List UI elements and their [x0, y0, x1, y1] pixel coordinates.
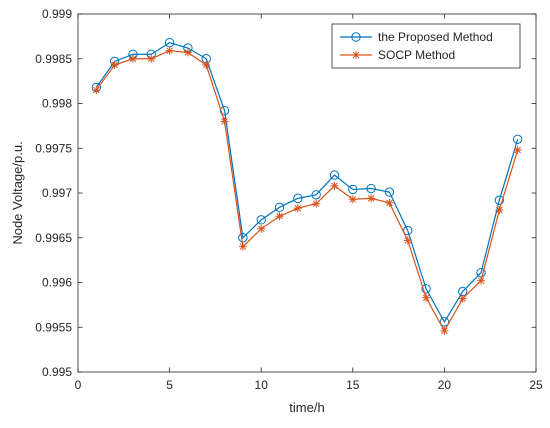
- data-point-series-1: [366, 183, 376, 194]
- data-point-series-2: [238, 242, 247, 251]
- data-point-series-2: [257, 224, 266, 233]
- x-tick-label: 15: [346, 378, 360, 392]
- x-tick-label: 5: [166, 378, 173, 392]
- asterisk-stroke: [148, 55, 155, 62]
- asterisk-stroke: [496, 206, 503, 214]
- asterisk-stroke: [422, 294, 430, 301]
- data-point-series-1: [329, 170, 340, 180]
- data-point-series-2: [422, 293, 431, 302]
- asterisk-stroke: [441, 327, 448, 335]
- data-point-series-2: [348, 195, 357, 204]
- data-point-series-2: [183, 48, 192, 57]
- asterisk-stroke: [312, 200, 320, 207]
- data-point-series-2: [110, 61, 119, 70]
- legend-label-2: SOCP Method: [378, 48, 455, 62]
- asterisk-stroke: [166, 47, 173, 54]
- y-tick-label: 0.999: [42, 7, 72, 21]
- data-point-series-1: [421, 284, 431, 294]
- data-point-series-1: [384, 187, 395, 197]
- data-point-series-2: [458, 294, 467, 303]
- asterisk-stroke: [111, 61, 118, 69]
- data-point-series-2: [220, 117, 229, 126]
- y-tick-label: 0.995: [42, 365, 72, 379]
- data-point-series-2: [477, 276, 486, 285]
- series-layer: [91, 37, 523, 335]
- data-point-series-2: [403, 236, 412, 245]
- asterisk-stroke: [352, 51, 360, 59]
- y-tick-label: 0.9985: [35, 52, 72, 66]
- data-point-series-1: [348, 184, 358, 195]
- asterisk-stroke: [203, 61, 210, 69]
- data-point-series-1: [274, 202, 285, 213]
- data-point-series-1: [256, 215, 266, 225]
- asterisk-stroke: [257, 225, 265, 233]
- asterisk-stroke: [386, 199, 393, 207]
- x-tick-label: 0: [75, 378, 82, 392]
- asterisk-stroke: [514, 146, 521, 154]
- data-point-series-2: [293, 204, 302, 213]
- data-point-series-1: [219, 105, 230, 116]
- y-tick-label: 0.997: [42, 186, 72, 200]
- y-tick-label: 0.9955: [35, 320, 72, 334]
- asterisk-stroke: [367, 195, 375, 202]
- legend: the Proposed Method SOCP Method: [331, 23, 521, 69]
- asterisk-stroke: [239, 243, 247, 250]
- legend-label-1: the Proposed Method: [378, 30, 493, 44]
- asterisk-stroke: [349, 196, 357, 203]
- data-point-series-1: [439, 317, 450, 327]
- asterisk-stroke: [459, 295, 466, 302]
- asterisk-stroke: [221, 118, 228, 125]
- asterisk-stroke: [184, 49, 192, 56]
- data-point-series-2: [275, 212, 284, 221]
- data-point-series-2: [440, 326, 449, 335]
- asterisk-stroke: [93, 86, 100, 94]
- series-line-1: [95, 41, 519, 324]
- asterisk-stroke: [129, 55, 137, 62]
- data-point-series-2: [513, 146, 522, 155]
- data-point-series-2: [202, 61, 211, 70]
- data-point-series-2: [165, 46, 174, 55]
- asterisk-stroke: [477, 277, 485, 284]
- data-point-series-2: [367, 194, 376, 203]
- legend-marker-2: [352, 51, 360, 59]
- x-axis-title: time/h: [289, 400, 324, 415]
- asterisk-stroke: [294, 204, 302, 212]
- x-tick-label: 25: [529, 378, 543, 392]
- legend-marker-1: [351, 32, 361, 42]
- axis-layer: 0 5 10 15 20 25 0.995 0.9955 0.996 0.9965 0.997 0.9…: [35, 7, 543, 392]
- data-point-series-2: [92, 86, 101, 95]
- asterisk-stroke: [404, 237, 411, 244]
- legend-box: [331, 23, 521, 69]
- data-point-series-1: [311, 190, 321, 200]
- asterisk-stroke: [331, 182, 338, 190]
- x-tick-label: 10: [255, 378, 269, 392]
- data-point-series-1: [512, 134, 523, 145]
- data-point-series-1: [494, 195, 505, 205]
- y-tick-label: 0.996: [42, 276, 72, 290]
- y-tick-label: 0.998: [42, 97, 72, 111]
- series-line-2: [95, 50, 519, 333]
- data-point-series-2: [495, 206, 504, 215]
- data-point-series-1: [293, 193, 303, 204]
- y-tick-label: 0.9965: [35, 231, 72, 245]
- data-point-series-2: [330, 181, 339, 190]
- data-point-series-2: [128, 54, 137, 63]
- data-point-series-1: [238, 233, 248, 243]
- asterisk-stroke: [276, 213, 283, 220]
- plot-area: [78, 14, 536, 372]
- y-axis-title: Node Voltage/p.u.: [10, 141, 25, 244]
- data-point-series-2: [147, 54, 156, 63]
- y-tick-label: 0.9975: [35, 141, 72, 155]
- x-tick-label: 20: [438, 378, 452, 392]
- data-point-series-2: [312, 199, 321, 208]
- data-point-series-2: [385, 198, 394, 207]
